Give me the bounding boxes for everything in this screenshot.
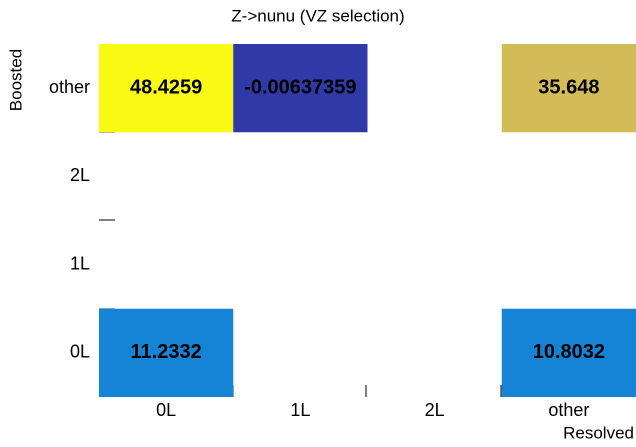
heatmap-cell [501, 308, 636, 397]
cell-label: 11.2332 [131, 341, 202, 363]
cell-label: 48.4259 [130, 76, 202, 98]
heatmap-cell [99, 44, 234, 133]
x-tick-label: 1L [290, 400, 310, 420]
x-tick-label: 0L [156, 400, 176, 420]
heatmap-cell [99, 308, 234, 397]
y-tick-label: other [49, 77, 90, 97]
y-tick-label: 0L [70, 342, 90, 362]
heatmap-cell [233, 44, 368, 133]
y-axis-label: Boosted [6, 49, 25, 111]
x-tick-label: 2L [425, 400, 445, 420]
x-axis-label: Resolved [563, 423, 634, 442]
cell-label: -0.00637359 [244, 76, 356, 98]
cell-label: 35.648 [538, 76, 599, 98]
x-tick-label: other [548, 400, 589, 420]
y-tick-label: 2L [70, 165, 90, 185]
heatmap-cell [501, 44, 636, 133]
chart-title: Z->nunu (VZ selection) [231, 6, 404, 25]
cell-label: 10.8032 [533, 341, 605, 363]
y-tick-label: 1L [70, 253, 90, 273]
